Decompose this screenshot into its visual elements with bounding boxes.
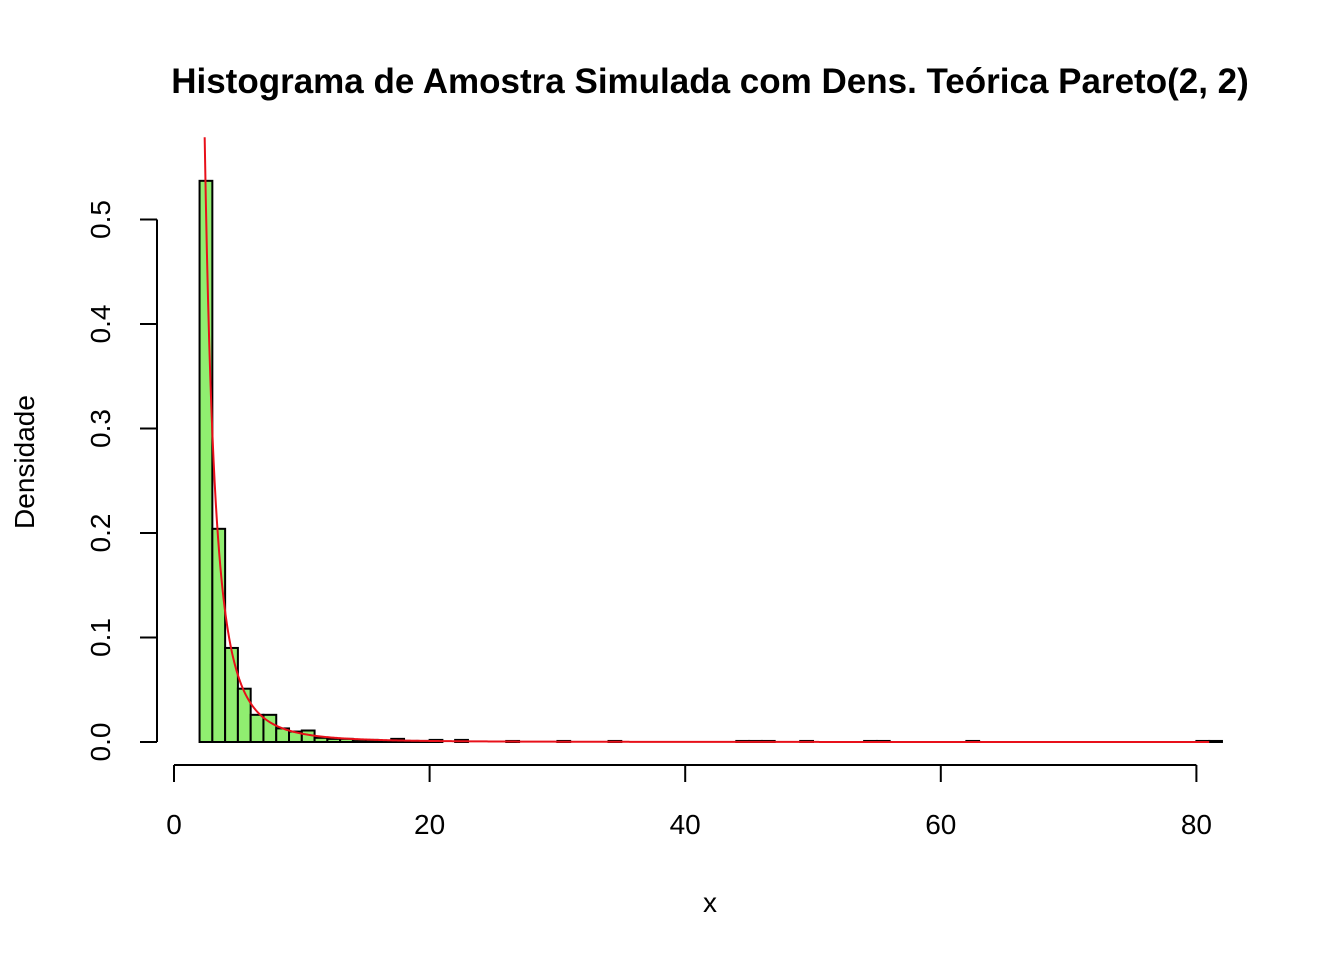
histogram-bar	[249, 713, 265, 744]
x-tick-label: 60	[925, 809, 956, 840]
y-tick-label: 0.0	[85, 723, 116, 762]
y-axis-label: Densidade	[9, 395, 40, 529]
y-axis: 0.0 0.1 0.2 0.3 0.4 0.5	[85, 200, 158, 762]
x-axis: 0 20 40 60 80	[166, 764, 1212, 840]
y-tick-label: 0.1	[85, 618, 116, 657]
histogram-bar	[326, 737, 342, 743]
x-tick-label: 80	[1181, 809, 1212, 840]
histogram-bar	[236, 687, 252, 744]
theoretical-density-curve	[203, 137, 1210, 743]
x-tick-label: 40	[670, 809, 701, 840]
histogram-bar	[1208, 739, 1223, 744]
y-tick-label: 0.3	[85, 409, 116, 448]
chart-title: Histograma de Amostra Simulada com Dens.…	[171, 62, 1249, 101]
x-axis-label: x	[703, 887, 717, 918]
histogram-bar	[198, 179, 214, 743]
histogram-bar	[211, 527, 227, 743]
x-tick-label: 0	[166, 809, 182, 840]
x-tick-label: 20	[414, 809, 445, 840]
y-tick-label: 0.2	[85, 514, 116, 553]
y-tick-label: 0.4	[85, 305, 116, 344]
histogram-bar	[313, 736, 329, 744]
histogram-bar	[224, 646, 239, 744]
histogram-bars	[198, 179, 1223, 744]
y-tick-label: 0.5	[85, 200, 116, 239]
